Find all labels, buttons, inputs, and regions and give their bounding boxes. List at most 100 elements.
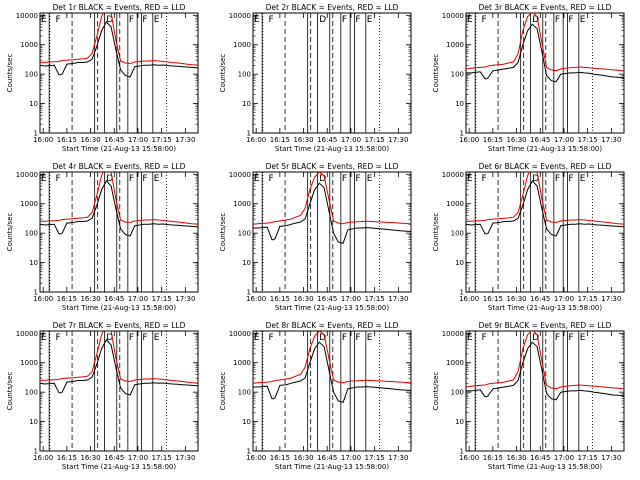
x-tick-label: 16:15 xyxy=(270,454,290,462)
y-tick-label: 100 xyxy=(25,71,38,79)
y-tick-label: 10000 xyxy=(16,171,38,179)
series-line-lld xyxy=(40,172,198,225)
flag-label: F xyxy=(129,174,134,184)
flag-label: F xyxy=(355,15,360,25)
x-tick-label: 17:00 xyxy=(341,454,361,462)
y-axis-label: Counts/sec xyxy=(432,372,440,411)
y-axis-label: Counts/sec xyxy=(219,213,227,252)
x-tick-label: 16:45 xyxy=(530,454,550,462)
x-tick-label: 17:30 xyxy=(175,136,195,144)
chart-title: Det 1r BLACK = Events, RED = LLD xyxy=(53,3,186,12)
y-tick-label: 10000 xyxy=(229,12,251,20)
chart-title: Det 6r BLACK = Events, RED = LLD xyxy=(479,162,612,171)
x-tick-label: 17:30 xyxy=(388,295,408,303)
flag-label: F xyxy=(129,15,134,25)
y-tick-label: 1000 xyxy=(446,41,464,49)
flag-label: F xyxy=(342,174,347,184)
x-tick-label: 16:30 xyxy=(506,136,526,144)
x-tick-label: 16:30 xyxy=(80,136,100,144)
flag-label: E xyxy=(41,174,47,184)
flag-label: F xyxy=(269,174,274,184)
x-tick-label: 16:00 xyxy=(33,136,53,144)
y-tick-label: 10000 xyxy=(16,12,38,20)
x-tick-label: 17:00 xyxy=(554,136,574,144)
y-tick-label: 100 xyxy=(451,230,464,238)
plot-frame xyxy=(39,330,199,452)
x-tick-label: 16:00 xyxy=(246,136,266,144)
y-tick-label: 1000 xyxy=(20,41,38,49)
x-tick-label: 17:00 xyxy=(341,136,361,144)
flag-label: F xyxy=(56,333,61,343)
x-tick-label: 17:00 xyxy=(128,295,148,303)
y-tick-label: 1 xyxy=(460,130,464,138)
y-tick-label: 1 xyxy=(34,448,38,456)
x-axis-label: Start Time (21-Aug-13 15:58:00) xyxy=(62,145,176,153)
y-axis-label: Counts/sec xyxy=(6,372,14,411)
series-line-events xyxy=(253,341,411,404)
flag-label: F xyxy=(482,174,487,184)
y-axis-label: Counts/sec xyxy=(219,372,227,411)
y-tick-label: 1000 xyxy=(446,200,464,208)
flag-label: F xyxy=(355,174,360,184)
x-axis-label: Start Time (21-Aug-13 15:58:00) xyxy=(488,304,602,312)
x-tick-label: 16:00 xyxy=(246,454,266,462)
y-tick-label: 10 xyxy=(242,259,251,267)
x-tick-label: 16:15 xyxy=(483,295,503,303)
x-tick-label: 17:00 xyxy=(128,136,148,144)
x-tick-label: 17:30 xyxy=(175,454,195,462)
x-tick-label: 16:30 xyxy=(506,295,526,303)
flag-label: E xyxy=(367,174,373,184)
y-tick-label: 100 xyxy=(238,71,251,79)
flag-label: F xyxy=(355,333,360,343)
y-tick-label: 10 xyxy=(29,418,38,426)
y-tick-label: 10 xyxy=(242,418,251,426)
x-axis-label: Start Time (21-Aug-13 15:58:00) xyxy=(275,463,389,471)
plot-frame xyxy=(465,330,625,452)
y-axis-label: Counts/sec xyxy=(6,213,14,252)
x-tick-label: 17:30 xyxy=(601,454,621,462)
x-tick-label: 16:15 xyxy=(57,295,77,303)
x-tick-label: 16:30 xyxy=(80,295,100,303)
x-tick-label: 16:00 xyxy=(33,295,53,303)
y-tick-label: 1 xyxy=(247,289,251,297)
flag-label: D xyxy=(532,174,539,184)
flag-label: E xyxy=(367,333,373,343)
y-tick-label: 100 xyxy=(25,230,38,238)
series-line-lld xyxy=(40,331,198,384)
y-tick-label: 10000 xyxy=(16,330,38,338)
x-tick-label: 17:15 xyxy=(365,295,385,303)
x-tick-label: 16:45 xyxy=(317,136,337,144)
flag-label: F xyxy=(142,174,147,184)
x-tick-label: 16:00 xyxy=(459,454,479,462)
x-axis-label: Start Time (21-Aug-13 15:58:00) xyxy=(488,463,602,471)
x-tick-label: 17:15 xyxy=(365,454,385,462)
flag-label: E xyxy=(254,174,260,184)
series-line-lld xyxy=(253,172,411,225)
flag-label: F xyxy=(568,174,573,184)
plot-frame xyxy=(465,171,625,293)
x-tick-label: 17:15 xyxy=(365,136,385,144)
y-tick-label: 1 xyxy=(34,130,38,138)
flag-label: F xyxy=(142,333,147,343)
y-tick-label: 100 xyxy=(451,71,464,79)
flag-label: E xyxy=(580,15,586,25)
x-tick-label: 17:30 xyxy=(388,454,408,462)
y-tick-label: 10 xyxy=(455,100,464,108)
flag-label: D xyxy=(319,15,326,25)
y-axis-label: Counts/sec xyxy=(6,54,14,93)
flag-label: D xyxy=(106,174,113,184)
series-line-events xyxy=(253,182,411,245)
flag-label: D xyxy=(106,15,113,25)
x-tick-label: 16:30 xyxy=(293,136,313,144)
x-tick-label: 16:45 xyxy=(317,295,337,303)
flag-label: D xyxy=(106,333,113,343)
flag-label: E xyxy=(254,333,260,343)
series-line-lld xyxy=(40,13,198,66)
y-tick-label: 100 xyxy=(451,389,464,397)
plot-frame xyxy=(39,171,199,293)
